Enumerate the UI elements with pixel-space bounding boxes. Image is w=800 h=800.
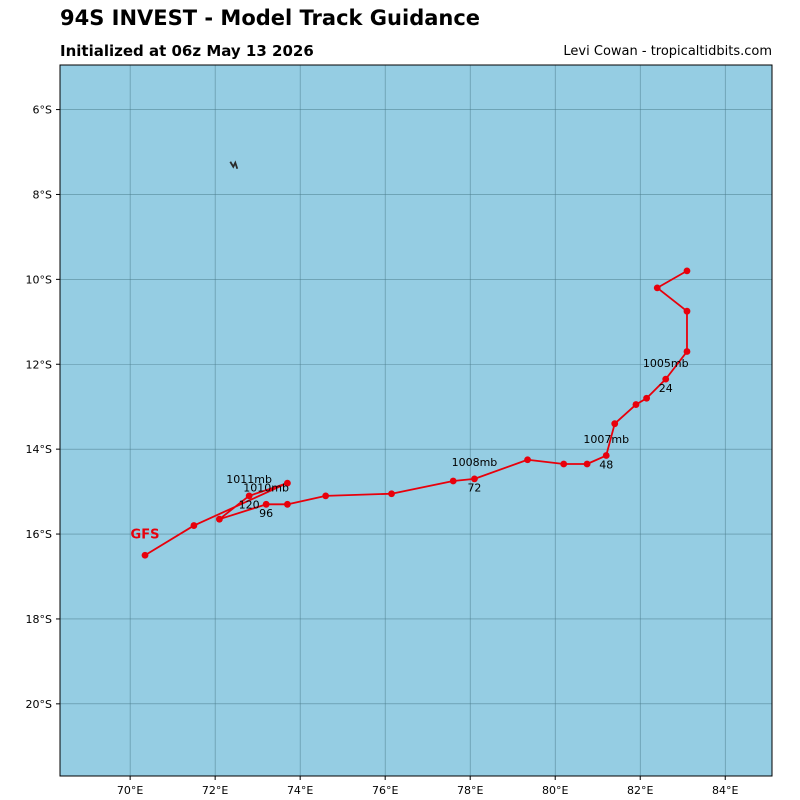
- gridlines: [60, 65, 772, 776]
- track-point: [643, 394, 651, 402]
- y-tick-label: 8°S: [33, 188, 52, 201]
- track-annotation: 1005mb: [643, 357, 689, 370]
- track-point: [190, 522, 198, 529]
- x-tick-label: 82°E: [627, 784, 653, 797]
- x-tick-label: 76°E: [372, 784, 398, 797]
- annotations: 1005mb 24 1007mb 48 1008mb 72 1010mb 96 1011mb 12…: [131, 357, 689, 542]
- track-point: [653, 284, 661, 292]
- track-point: [662, 375, 670, 383]
- y-tick-label: 16°S: [26, 528, 52, 541]
- track-annotation: 24: [659, 382, 673, 395]
- island-shape: [229, 160, 239, 170]
- track-annotation: 72: [467, 482, 481, 495]
- x-axis: 70°E 72°E 74°E 76°E 78°E 80°E 82°E 84°E: [117, 776, 739, 797]
- y-tick-label: 6°S: [33, 104, 52, 117]
- chart-credit: Levi Cowan - tropicaltidbits.com: [563, 44, 772, 59]
- track-point: [216, 515, 223, 523]
- track-point: [141, 551, 149, 559]
- plot-frame: [59, 64, 773, 777]
- track-point: [471, 475, 478, 483]
- ocean-background: [60, 65, 772, 776]
- y-tick-label: 10°S: [26, 273, 52, 286]
- y-tick-label: 18°S: [26, 613, 52, 626]
- track-point: [611, 420, 619, 428]
- track-points: [141, 267, 691, 559]
- track-point: [524, 456, 531, 464]
- x-tick-label: 70°E: [117, 784, 143, 797]
- chart-title: 94S INVEST - Model Track Guidance: [60, 6, 481, 30]
- track-point: [632, 401, 640, 408]
- x-tick-label: 80°E: [542, 784, 568, 797]
- x-tick-label: 74°E: [287, 784, 313, 797]
- x-tick-label: 84°E: [712, 784, 738, 797]
- track-annotation: 1011mb: [226, 473, 272, 486]
- track-point: [683, 267, 691, 275]
- track-point: [322, 492, 330, 500]
- series-label-gfs: GFS: [131, 527, 160, 542]
- track-point: [388, 490, 395, 498]
- track-point: [284, 479, 291, 487]
- y-tick-label: 20°S: [26, 698, 52, 711]
- x-tick-label: 72°E: [202, 784, 228, 797]
- track-annotation: 48: [599, 458, 613, 471]
- track-point: [262, 500, 270, 508]
- x-tick-label: 78°E: [457, 784, 483, 797]
- track-annotation: 96: [259, 507, 273, 520]
- track-annotation: 1007mb: [583, 433, 629, 446]
- chart-subtitle: Initialized at 06z May 13 2026: [60, 42, 314, 60]
- track-point: [602, 452, 610, 459]
- track-point: [560, 460, 568, 468]
- track-annotation: 120: [239, 499, 260, 512]
- land-features: [229, 160, 239, 170]
- track-point: [683, 307, 691, 315]
- track-annotation: 1010mb: [243, 482, 289, 495]
- track-annotation: 1008mb: [452, 456, 498, 469]
- track-point: [284, 500, 291, 508]
- track-point: [245, 492, 253, 500]
- y-axis: 6°S 8°S 10°S 12°S 14°S 16°S 18°S 20°S: [26, 104, 60, 711]
- y-tick-label: 14°S: [26, 443, 52, 456]
- track-point: [683, 348, 691, 355]
- track-point: [583, 460, 591, 468]
- y-tick-label: 12°S: [26, 358, 52, 371]
- track-point: [449, 477, 457, 485]
